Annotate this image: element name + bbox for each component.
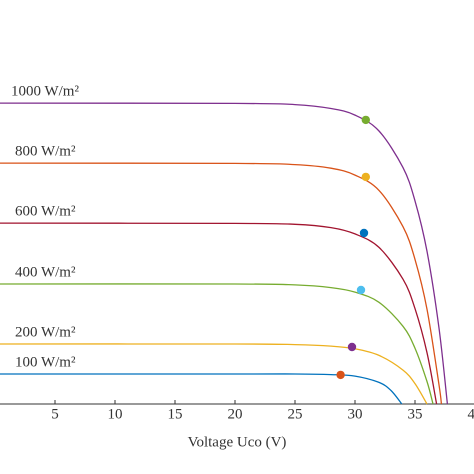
x-tick-label: 10 — [108, 406, 123, 422]
mpp-dot — [361, 115, 370, 125]
mpp-dot — [347, 342, 357, 352]
x-tick-label: 15 — [168, 406, 183, 422]
x-tick-label: 30 — [348, 406, 363, 422]
mpp-dot — [359, 228, 369, 238]
iv-curve — [0, 102, 449, 405]
x-axis-label: Voltage Uco (V) — [188, 434, 287, 450]
x-tick-label: 35 — [408, 406, 423, 422]
x-tick-label: 40 — [468, 406, 474, 422]
x-tick-label: 25 — [288, 406, 303, 422]
mpp-dot — [356, 285, 366, 295]
mpp-dot — [336, 370, 345, 380]
x-tick-label: 5 — [51, 406, 59, 422]
series-label: 600 W/m² — [15, 204, 76, 220]
iv-curve — [0, 162, 443, 405]
series-label: 800 W/m² — [15, 144, 76, 160]
iv-curve — [0, 283, 434, 405]
series-label: 200 W/m² — [15, 324, 76, 340]
series-label: 100 W/m² — [15, 354, 76, 370]
mpp-dot — [361, 172, 370, 182]
x-tick-label: 20 — [228, 406, 243, 422]
series-label: 1000 W/m² — [11, 84, 79, 100]
iv-curve — [0, 373, 403, 405]
iv-curve — [0, 222, 438, 405]
iv-curve — [0, 343, 428, 405]
series-label: 400 W/m² — [15, 264, 76, 280]
